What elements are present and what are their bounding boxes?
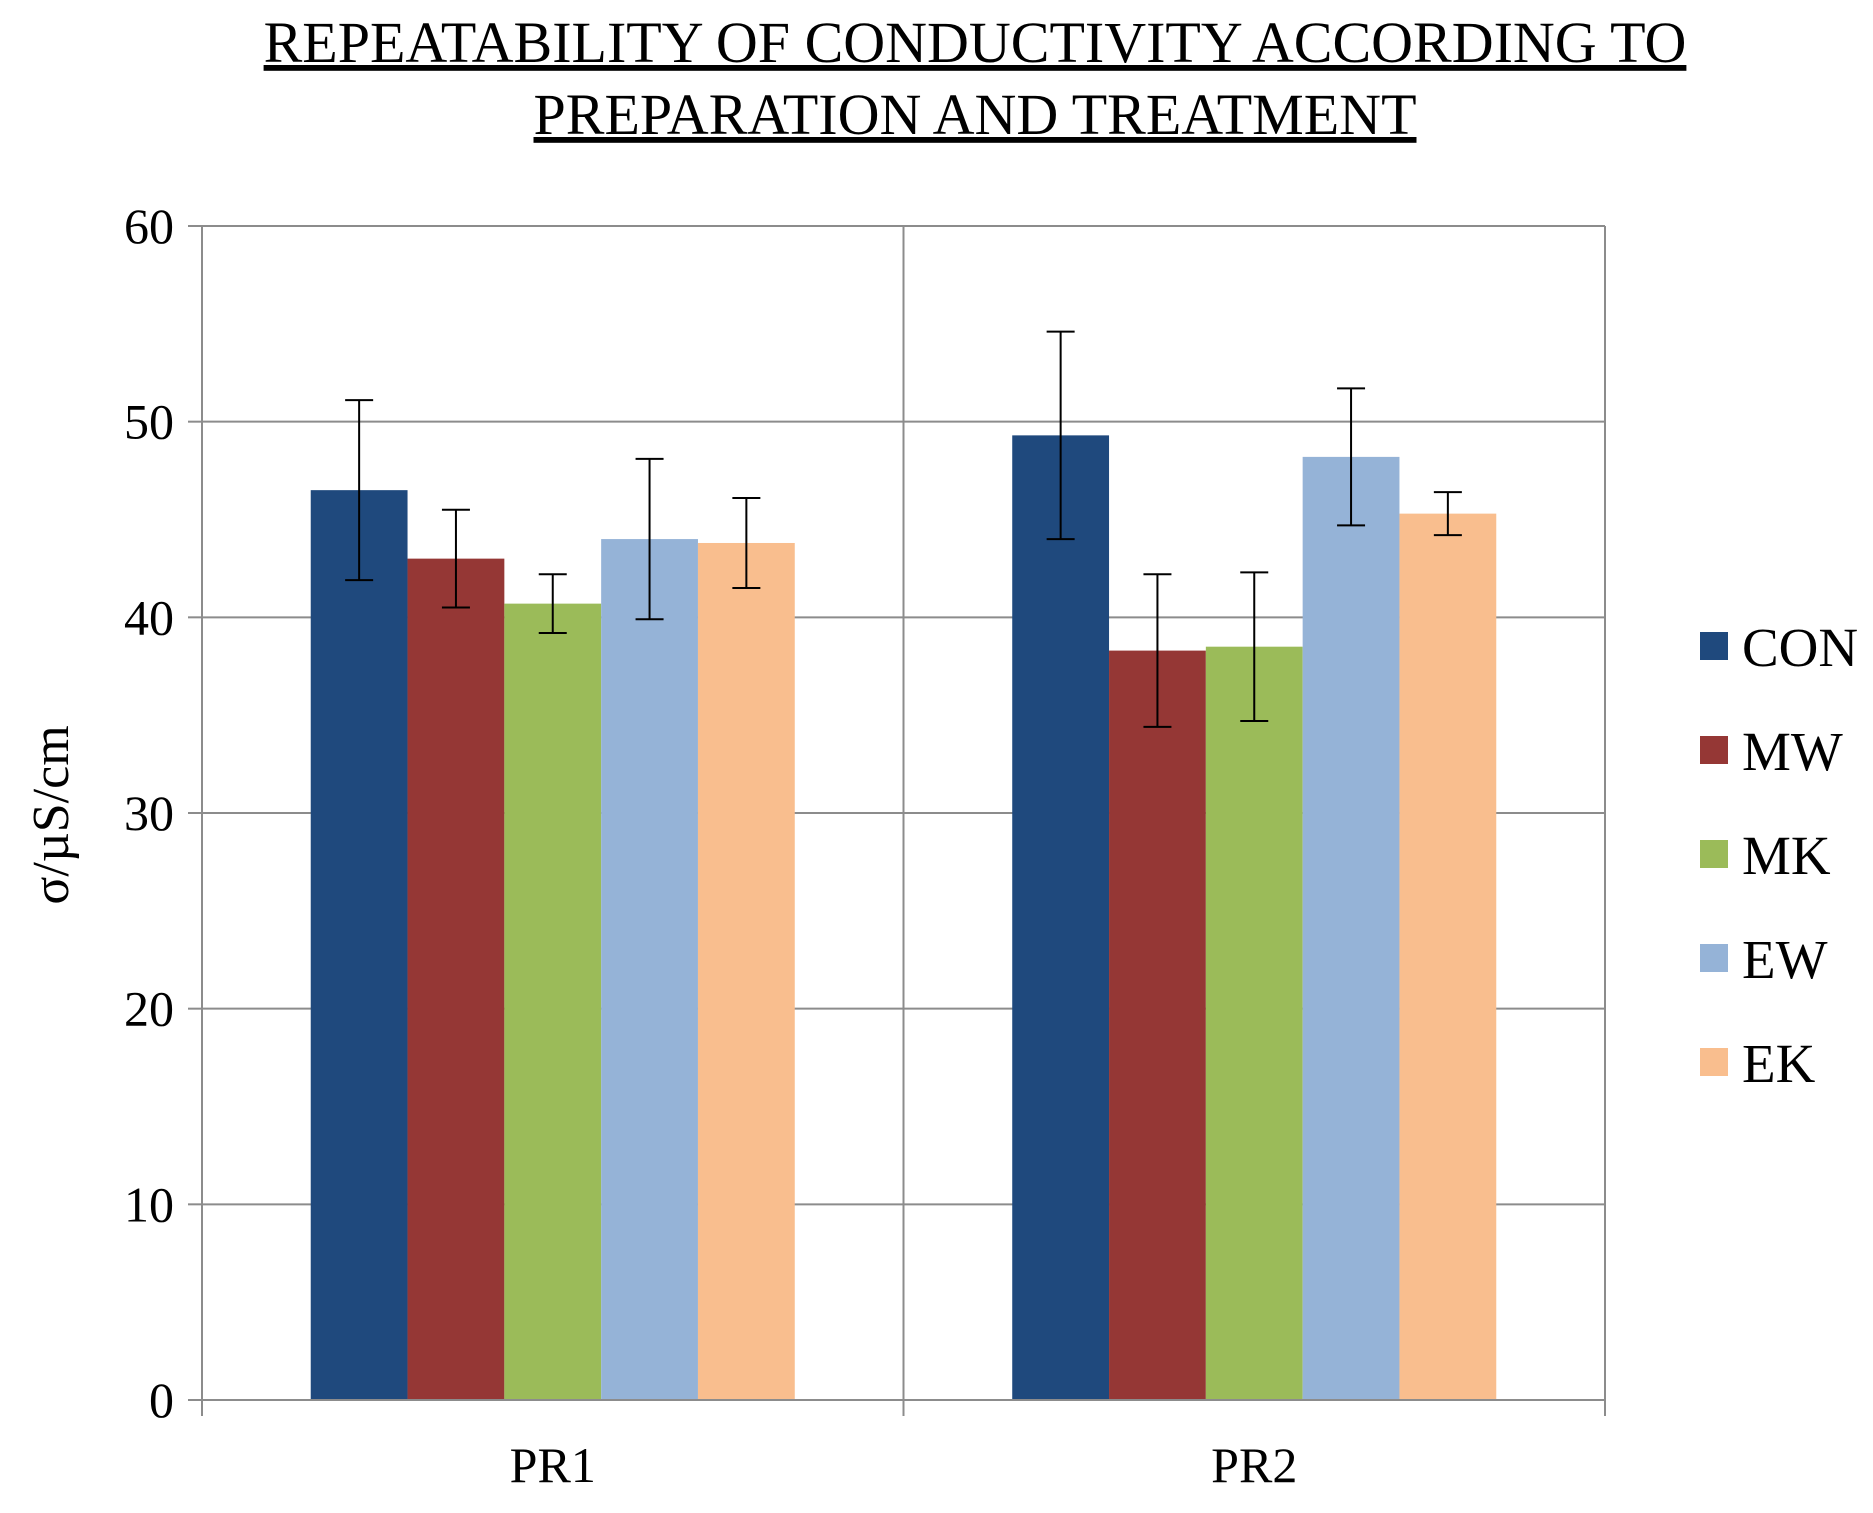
bar-mw-pr2 — [1109, 650, 1206, 1400]
bar-con-pr1 — [310, 490, 408, 1400]
y-tick-label: 30 — [124, 785, 174, 841]
bar-ek-pr2 — [1399, 513, 1497, 1400]
legend: CON MW MK EW EK — [1700, 617, 1858, 1094]
y-tick-label: 60 — [124, 198, 174, 254]
legend-label-con: CON — [1742, 617, 1858, 678]
legend-label-ek: EK — [1742, 1033, 1816, 1094]
x-category-label-pr1: PR1 — [510, 1437, 596, 1493]
chart-title: REPEATABILITY OF CONDUCTIVITY ACCORDING … — [264, 10, 1687, 147]
bar-mw-pr1 — [407, 558, 505, 1400]
x-category-label-pr2: PR2 — [1211, 1437, 1297, 1493]
bar-mk-pr1 — [504, 603, 602, 1400]
bar-mk-pr2 — [1205, 646, 1303, 1400]
error-bars — [345, 330, 1462, 728]
legend-swatch-ek — [1700, 1048, 1728, 1076]
x-category-labels: PR1 PR2 — [510, 1437, 1298, 1493]
bars — [310, 435, 1497, 1400]
legend-swatch-mw — [1700, 736, 1728, 764]
y-tick-label: 0 — [149, 1372, 174, 1428]
legend-swatch-con — [1700, 632, 1728, 660]
legend-swatch-ew — [1700, 944, 1728, 972]
y-axis-title: σ/µS/cm — [23, 725, 80, 904]
bar-ew-pr1 — [601, 539, 698, 1400]
chart-title-line-2: PREPARATION AND TREATMENT — [534, 82, 1417, 147]
bar-con-pr2 — [1012, 435, 1110, 1400]
chart-title-line-1: REPEATABILITY OF CONDUCTIVITY ACCORDING … — [264, 10, 1687, 75]
y-tick-label: 10 — [124, 1176, 174, 1232]
axes — [188, 225, 1606, 1416]
y-tick-labels: 0 10 20 30 40 50 60 — [124, 198, 174, 1428]
y-tick-label: 50 — [124, 394, 174, 450]
bar-ek-pr1 — [697, 542, 795, 1400]
legend-swatch-mk — [1700, 840, 1728, 868]
legend-label-mw: MW — [1742, 721, 1843, 782]
y-tick-label: 40 — [124, 589, 174, 645]
y-tick-label: 20 — [124, 981, 174, 1037]
legend-label-mk: MK — [1742, 825, 1831, 886]
bar-ew-pr2 — [1302, 456, 1400, 1400]
legend-label-ew: EW — [1742, 929, 1828, 990]
